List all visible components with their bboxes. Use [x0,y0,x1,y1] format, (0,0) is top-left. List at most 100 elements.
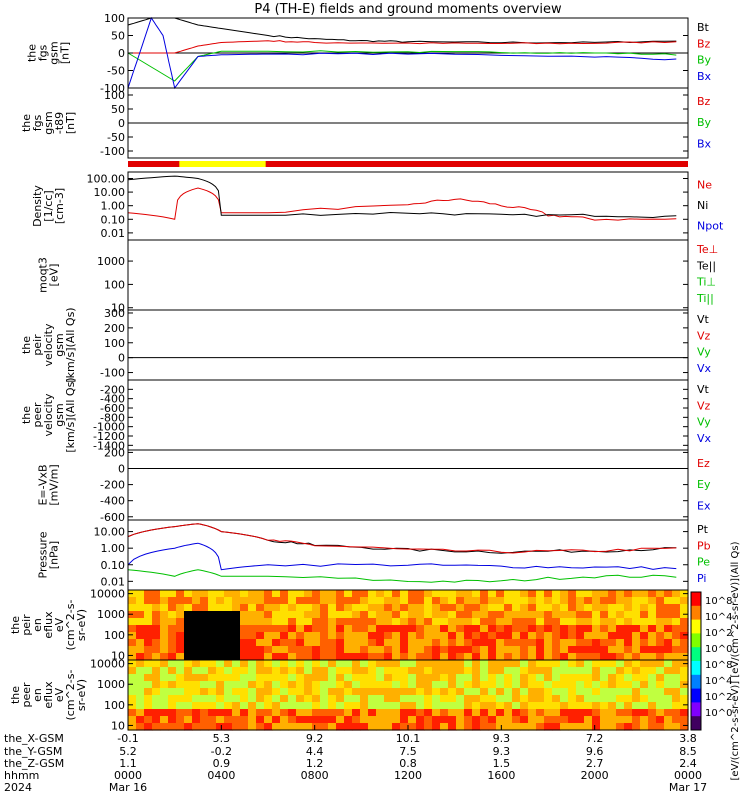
panel-pressure [127,519,689,591]
ytick-label: 10 [111,649,125,662]
series-pe [127,569,677,583]
ytick-label: -800 [100,411,125,424]
series-bx [127,16,677,90]
xtick-hhmm: 0400 [207,769,235,782]
ytick-label: 0 [118,352,125,365]
ylabel-line: [km/s](All Qs) [64,307,77,382]
ylabel-line: en [31,688,44,702]
series-ni [127,175,677,219]
ytick-label: 0 [118,463,125,476]
series-pb [127,523,677,554]
ylabel-line: peir [31,334,44,356]
panel-fgs-gsm-t89 [127,87,689,159]
legend-entry: Pt [697,523,709,536]
series-bz [128,40,677,54]
xtick-gsm-y: 9.3 [493,745,511,758]
colorbar-tick: 10^2 [705,692,732,703]
legend-entry: Ez [697,457,710,470]
ylabel-line: [eV] [48,264,61,287]
xaxis-row-label: the_Z-GSM [4,757,64,770]
ytick-label: 0.01 [101,227,126,240]
legend-entry: Pi [697,572,706,585]
xtick-hhmm: 2000 [581,769,609,782]
xtick-hhmm: 0800 [301,769,329,782]
ylabel-line: Density [31,185,44,227]
panel-frame [127,309,689,381]
xtick-gsm-z: 1.2 [306,757,324,770]
series-bt [127,17,677,44]
ylabel-line: en [31,618,44,632]
ytick-label: -200 [100,383,125,396]
ytick-label: 0.10 [101,559,126,572]
xtick-gsm-x: 9.3 [493,732,511,745]
colorbar-tick: 10^8 [705,660,732,671]
colorbar [690,591,702,731]
legend-entry: Bz [697,37,711,50]
ylabel-line: [cm-3] [53,188,66,224]
colorbar-tick: 10^0 [705,644,732,655]
panel-efield [127,449,689,521]
ytick-label: 300 [104,307,125,320]
ytick-label: 50 [111,103,125,116]
ylabel-line: [nT] [64,112,77,134]
xtick-gsm-y: 8.5 [679,745,697,758]
ylabel-line: (cm^2-s- [64,670,77,721]
panel-fgs-gsm [127,16,689,90]
ylabel-line: velocity [42,393,55,436]
xtick-gsm-x: 5.3 [213,732,231,745]
ylabel-line: the [20,336,33,354]
ytick-label: 100 [104,278,125,291]
legend-entry: Bz [697,95,711,108]
ytick-label: 200 [104,446,125,459]
xtick-gsm-z: 1.1 [119,757,137,770]
colorbar-segment [691,592,701,607]
ytick-label: 50 [111,30,125,43]
xtick-hhmm: 1200 [394,769,422,782]
legend-entry: Bx [697,137,712,150]
xtick-gsm-x: 9.2 [306,732,324,745]
xtick-gsm-y: 5.2 [119,745,137,758]
colorbar-segment [691,661,701,676]
xtick-date: Mar 17 [669,781,707,794]
ylabel-line: the [9,616,22,634]
ylabel-line: sr-eV) [75,609,88,641]
panel-peir-spec [127,589,689,661]
ytick-label: 100 [104,629,125,642]
legend-entry: Vx [697,362,712,375]
xaxis-row-label: the_X-GSM [4,732,64,745]
ytick-label: 100 [104,12,125,25]
legend-entry: Vz [697,399,711,412]
mode-bar-red [128,161,688,167]
xtick-gsm-y: 4.4 [306,745,324,758]
legend-entry: Vy [697,416,711,429]
series-by [127,50,677,82]
ytick-label: 1000 [97,608,125,621]
xtick-hhmm: 0000 [114,769,142,782]
ytick-label: -200 [100,479,125,492]
xtick-gsm-z: 0.8 [399,757,417,770]
ytick-label: -100 [100,367,125,380]
ylabel-line: eflux [42,681,55,709]
legend-entry: Vz [697,329,711,342]
panel-moms-temp [127,239,689,311]
legend-entry: Pe [697,556,710,569]
colorbar-segment [691,716,701,731]
ytick-label: 1000 [97,255,125,268]
ytick-label: 0.01 [101,575,126,588]
ylabel-line: fgs [31,114,44,131]
legend-entry: Vt [697,383,710,396]
ytick-label: -50 [107,65,125,78]
panel-frame [127,449,689,521]
xtick-gsm-y: 7.5 [399,745,417,758]
ylabel-line: the [20,114,33,132]
ytick-label: 1.00 [101,200,126,213]
ytick-label: 100 [104,89,125,102]
xtick-hhmm: 0000 [674,769,702,782]
xtick-date: Mar 16 [109,781,147,794]
ylabel-line: peer [31,402,44,428]
legend-entry: Ex [697,499,711,512]
ylabel-line: [km/s](All Qs) [64,377,77,452]
ytick-label: -400 [100,393,125,406]
ytick-label: 0 [118,47,125,60]
